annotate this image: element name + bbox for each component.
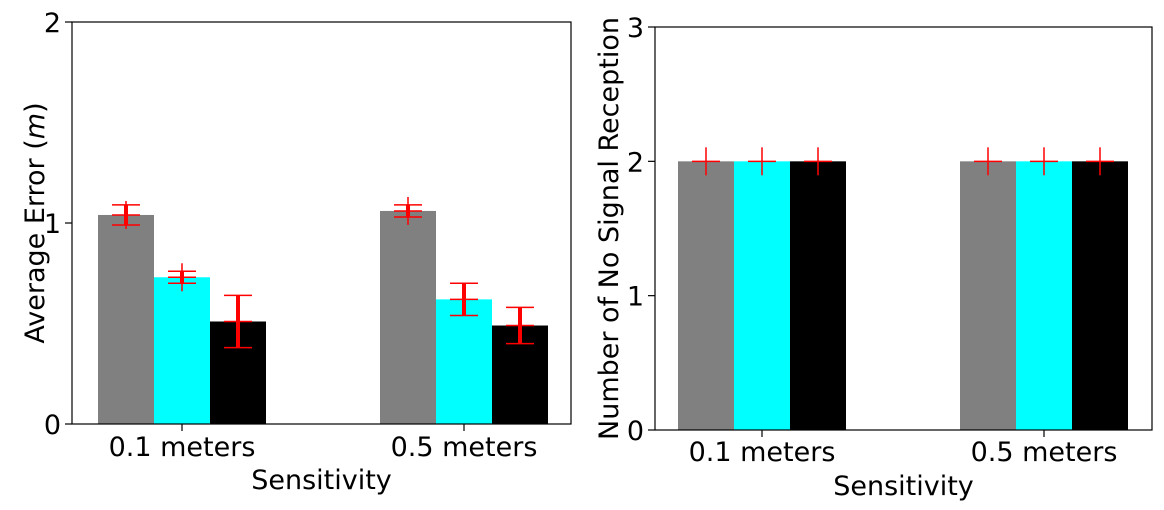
error-bar-2-2 — [1030, 147, 1058, 176]
x-axis-label: Sensitivity — [833, 471, 974, 502]
error-bar-1-1 — [112, 200, 140, 229]
y-axis-label-prefix: Average Error ( — [20, 139, 51, 343]
y-axis-label-unit: m — [20, 113, 51, 139]
error-bar-group — [112, 196, 534, 349]
y-tick-label: 0 — [44, 410, 61, 441]
chart-panel-no-signal: 0 1 2 3 0.1 meters 0.5 meters Sensitivity Nu… — [594, 13, 1153, 502]
bar-2-2 — [436, 299, 492, 424]
y-axis-ticks: 0 1 2 — [44, 8, 72, 441]
y-tick-label: 1 — [44, 209, 61, 240]
bar-2-1 — [380, 210, 436, 424]
error-bar-2-3 — [506, 306, 534, 345]
y-axis-label: Number of No Signal Reception — [594, 17, 625, 440]
x-tick-label: 0.1 meters — [109, 432, 256, 463]
bar-1-1 — [678, 161, 734, 431]
plot-frame — [654, 26, 1153, 431]
y-tick-label: 2 — [44, 8, 61, 39]
error-bar-1-2 — [168, 263, 196, 292]
error-bar-2-1 — [974, 147, 1002, 176]
x-tick-label: 0.5 meters — [391, 432, 538, 463]
bar-2-3 — [1072, 161, 1128, 431]
y-axis-label: Average Error (m) — [20, 102, 51, 343]
error-bar-2-1 — [394, 196, 422, 225]
bar-1-2 — [154, 277, 210, 424]
x-axis-label: Sensitivity — [251, 465, 392, 496]
y-tick-label: 1 — [627, 282, 644, 313]
error-bar-2-3 — [1086, 147, 1114, 176]
error-bar-2-2 — [450, 282, 478, 317]
bar-1-2 — [734, 161, 790, 431]
y-tick-label: 0 — [627, 416, 644, 447]
bar-group — [678, 161, 1128, 431]
bar-group — [98, 210, 548, 424]
x-tick-label: 0.5 meters — [971, 437, 1118, 468]
y-tick-label: 3 — [627, 13, 644, 44]
y-axis-ticks: 0 1 2 3 — [627, 13, 655, 447]
bar-1-3 — [790, 161, 846, 431]
x-tick-label: 0.1 meters — [689, 437, 836, 468]
error-bar-group — [692, 147, 1114, 176]
x-axis-ticks: 0.1 meters 0.5 meters — [689, 430, 1118, 468]
error-bar-1-1 — [692, 147, 720, 176]
error-bar-1-2 — [748, 147, 776, 176]
bar-2-1 — [960, 161, 1016, 431]
error-bar-1-3 — [804, 147, 832, 176]
bar-1-1 — [98, 214, 154, 424]
error-bar-1-3 — [224, 294, 252, 349]
bar-2-2 — [1016, 161, 1072, 431]
y-axis-label-suffix: ) — [20, 102, 51, 113]
x-axis-ticks: 0.1 meters 0.5 meters — [109, 424, 538, 463]
chart-panel-average-error: 0 1 2 0.1 meters 0.5 meters Sensitivity Ave… — [20, 8, 572, 496]
y-tick-label: 2 — [627, 147, 644, 178]
